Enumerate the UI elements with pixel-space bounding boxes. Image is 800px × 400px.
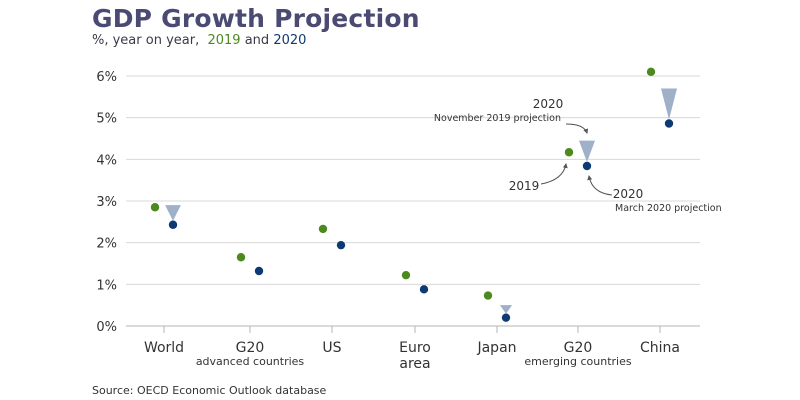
y-tick-label: 3%	[96, 195, 117, 210]
y-tick-label: 4%	[96, 153, 117, 168]
y-tick-label: 5%	[96, 112, 117, 127]
annotation-nov-year: 2020	[533, 97, 564, 111]
x-tick-sublabel: emerging countries	[524, 355, 631, 368]
y-tick-label: 6%	[96, 70, 117, 85]
x-tick-sublabel: area	[399, 356, 430, 372]
annotations: 2020 November 2019 projection 2019 2020 …	[434, 97, 722, 214]
point-2019	[318, 224, 328, 234]
x-tick-label: China	[640, 340, 680, 356]
x-tick-sublabel: advanced countries	[196, 355, 305, 368]
point-2020	[336, 240, 346, 250]
point-2020	[664, 119, 674, 128]
y-tick-label: 0%	[96, 320, 117, 335]
point-2020	[168, 220, 178, 229]
point-2019	[564, 148, 574, 157]
annotation-march-year: 2020	[613, 187, 644, 201]
x-tick-label: G20	[564, 340, 593, 356]
source-note: Source: OECD Economic Outlook database	[92, 384, 327, 397]
point-2019	[401, 270, 411, 280]
projection-change-marker	[499, 305, 513, 314]
annotation-nov-label: November 2019 projection	[434, 113, 561, 124]
x-tick-label: US	[322, 340, 341, 356]
y-axis-ticks: 0% 1% 2% 3% 4% 5% 6%	[96, 70, 117, 335]
annotation-march-label: March 2020 projection	[615, 203, 722, 214]
subtitle-2019: 2019	[207, 33, 241, 48]
point-2020	[582, 161, 592, 171]
y-tick-label: 2%	[96, 237, 117, 252]
data-points	[150, 67, 674, 322]
projection-change-markers	[165, 88, 677, 314]
x-tick-label: Euro	[399, 340, 431, 356]
annotation-march-arrow	[587, 175, 613, 196]
chart-subtitle: %, year on year, 2019 and 2020	[92, 33, 306, 48]
point-2020	[254, 266, 264, 276]
point-2019	[646, 67, 656, 77]
x-tick-label: Japan	[476, 340, 516, 356]
annotation-nov-arrow	[565, 123, 589, 134]
projection-change-marker	[165, 205, 181, 221]
projection-change-marker	[579, 140, 595, 162]
subtitle-prefix: %, year on year,	[92, 33, 200, 48]
point-2019	[150, 203, 160, 212]
x-tick-label: World	[144, 340, 184, 356]
y-tick-label: 1%	[96, 278, 117, 293]
subtitle-2020: 2020	[273, 33, 307, 48]
chart-title: GDP Growth Projection	[92, 4, 420, 33]
annotation-2019: 2019	[509, 179, 540, 193]
point-2019	[483, 291, 493, 300]
projection-change-marker	[661, 88, 677, 120]
point-2020	[501, 313, 511, 322]
subtitle-and: and	[244, 33, 270, 48]
x-tick-label: G20	[236, 340, 265, 356]
annotation-2019-arrow	[540, 163, 568, 185]
point-2019	[236, 253, 246, 262]
grid-lines	[126, 75, 700, 327]
point-2020	[419, 285, 429, 294]
